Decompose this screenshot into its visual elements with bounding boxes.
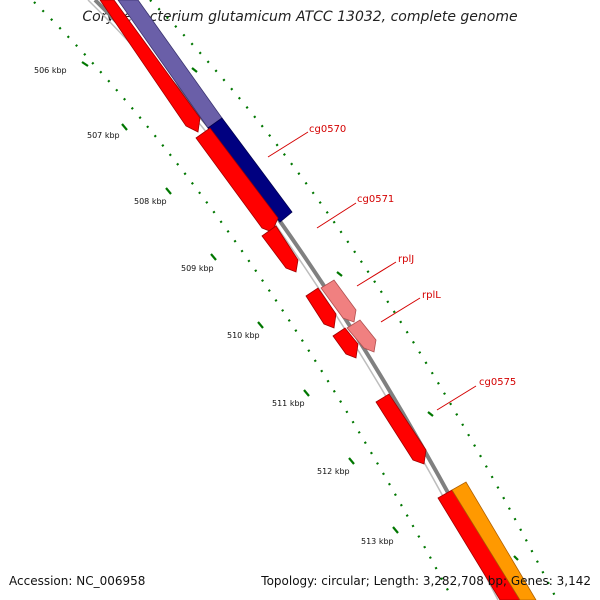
topology-label: Topology:: [261, 574, 318, 588]
gene-label-cg0570: cg0570: [309, 124, 346, 135]
tick-label: 513 kbp: [361, 537, 394, 546]
gene-arrow-rplL-red: [332, 327, 359, 359]
gene-label-rplL: rplL: [422, 290, 441, 301]
tick-label: 506 kbp: [34, 66, 67, 75]
tick-rail-outer: [149, 0, 557, 599]
gene-arrow-cg0571: [261, 225, 299, 273]
gene-arrow-cds-1: [99, 0, 201, 133]
tick-marks-outer: [191, 67, 519, 561]
gene-leader-lines: [267, 131, 477, 411]
tick-marks: [81, 61, 399, 534]
gene-arrow-rplJ-red: [305, 287, 337, 329]
accession-value: NC_006958: [76, 574, 146, 588]
length-value: 3,282,708 bp: [422, 574, 503, 588]
blue-band-light: [117, 0, 223, 129]
gene-label-cg0575: cg0575: [479, 377, 516, 388]
tick-rail-inner: [33, 1, 453, 599]
tick-label: 509 kbp: [181, 264, 214, 273]
length-label: Length:: [373, 574, 420, 588]
orange-band: [451, 481, 537, 600]
gene-arrow-cds-2: [195, 127, 279, 233]
gene-arrow-rplJ: [320, 279, 357, 323]
gene-label-cg0571: cg0571: [357, 194, 394, 205]
genome-stats: Topology: circular; Length: 3,282,708 bp…: [261, 574, 591, 588]
gene-arrow-cds-bottom: [437, 489, 521, 600]
tick-label: 511 kbp: [272, 399, 305, 408]
tick-label: 508 kbp: [134, 197, 167, 206]
backbone-outer: [93, 0, 507, 600]
genes-value: 3,142: [556, 574, 591, 588]
gene-arrow-rplL: [346, 319, 377, 353]
genes-label: Genes:: [510, 574, 553, 588]
gene-arrow-cg0575: [375, 393, 427, 465]
tick-label: 510 kbp: [227, 331, 260, 340]
accession-label: Accession:: [9, 574, 73, 588]
gene-label-rplJ: rplJ: [398, 254, 414, 265]
map-title: Corynebacterium glutamicum ATCC 13032, c…: [82, 9, 518, 25]
topology-value: circular: [321, 574, 366, 588]
tick-label: 512 kbp: [317, 467, 350, 476]
accession-info: Accession: NC_006958: [9, 574, 145, 588]
tick-label: 507 kbp: [87, 131, 120, 140]
